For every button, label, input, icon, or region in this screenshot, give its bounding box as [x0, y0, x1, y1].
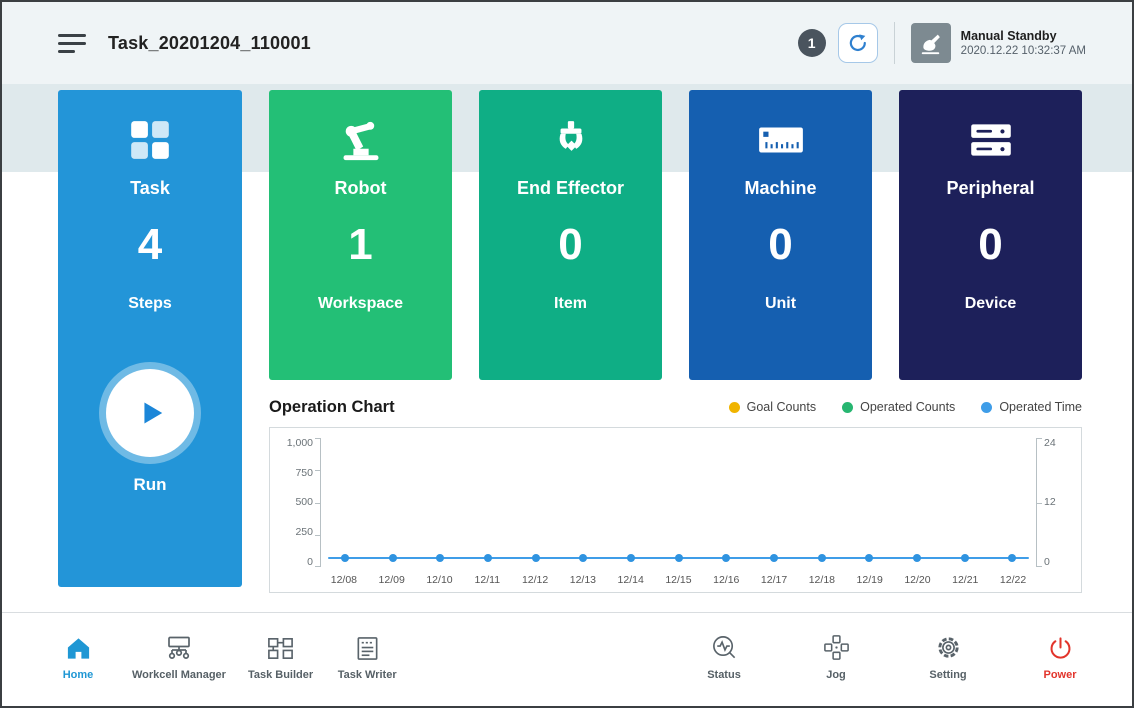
nav-status[interactable]: Status	[692, 632, 756, 681]
menu-button[interactable]	[58, 31, 88, 55]
operation-chart: 1,000 750 500 250 0	[269, 427, 1082, 593]
page-title: Task_20201204_110001	[108, 33, 311, 54]
end-effector-card-title: End Effector	[517, 178, 624, 199]
legend-operated-time-label: Operated Time	[999, 400, 1082, 414]
nav-workcell-manager[interactable]: Workcell Manager	[132, 632, 226, 681]
task-card-title: Task	[130, 178, 170, 199]
home-icon	[65, 632, 92, 662]
nav-task-builder[interactable]: Task Builder	[248, 632, 313, 681]
legend-operated-counts-label: Operated Counts	[860, 400, 955, 414]
robot-card-title: Robot	[335, 178, 387, 199]
power-icon	[1047, 632, 1074, 662]
gripper-icon	[548, 114, 594, 166]
peripheral-server-icon	[966, 114, 1016, 166]
left-axis-labels: 1,000 750 500 250 0	[274, 438, 320, 567]
data-points	[321, 554, 1036, 562]
robot-arm-icon	[337, 114, 385, 166]
task-card[interactable]: Task 4 Steps Run	[58, 90, 242, 587]
chart-legend: Goal Counts Operated Counts Operated Tim…	[729, 400, 1082, 414]
nav-home[interactable]: Home	[46, 632, 110, 681]
run-button[interactable]	[106, 369, 194, 457]
machine-card-title: Machine	[744, 178, 816, 199]
end-effector-card-unit: Item	[554, 295, 587, 313]
jog-icon	[822, 632, 851, 662]
x-axis-labels: 12/0812/09 12/1012/11 12/1212/13 12/1412…	[320, 567, 1037, 586]
app-window: Task_20201204_110001 1 Manual S	[0, 0, 1134, 708]
legend-operated-time: Operated Time	[981, 400, 1082, 414]
peripheral-card[interactable]: Peripheral 0 Device	[899, 90, 1082, 380]
nav-setting[interactable]: Setting	[916, 632, 980, 681]
task-builder-icon	[266, 632, 295, 662]
robot-card[interactable]: Robot 1 Workspace	[269, 90, 452, 380]
callout-1-badge: 1	[798, 29, 826, 57]
machine-card-value: 0	[768, 223, 792, 267]
update-button[interactable]	[838, 23, 878, 63]
legend-operated-counts: Operated Counts	[842, 400, 955, 414]
task-card-unit: Steps	[128, 295, 172, 313]
end-effector-card-value: 0	[558, 223, 582, 267]
manual-hand-icon[interactable]	[911, 23, 951, 63]
task-writer-icon	[354, 632, 381, 662]
content-area: Task 4 Steps Run	[2, 84, 1132, 612]
robot-mode: Manual Standby 2020.12.22 10:32:37 AM	[911, 23, 1086, 63]
peripheral-card-title: Peripheral	[946, 178, 1034, 199]
machine-card[interactable]: Machine 0 Unit	[689, 90, 872, 380]
nav-jog[interactable]: Jog	[804, 632, 868, 681]
refresh-icon	[847, 32, 869, 54]
nav-task-writer[interactable]: Task Writer	[335, 632, 399, 681]
workcell-manager-icon	[164, 632, 194, 662]
robot-card-unit: Workspace	[318, 295, 403, 313]
peripheral-card-unit: Device	[965, 295, 1017, 313]
legend-goal-counts-label: Goal Counts	[747, 400, 816, 414]
bottom-nav: Home Workcell Manager	[2, 612, 1132, 706]
run-label: Run	[133, 475, 166, 495]
nav-power[interactable]: Power	[1028, 632, 1092, 681]
peripheral-card-value: 0	[978, 223, 1002, 267]
legend-goal-counts: Goal Counts	[729, 400, 816, 414]
task-tiles-icon	[127, 114, 173, 166]
operated-counts-dot	[842, 402, 853, 413]
timestamp: 2020.12.22 10:32:37 AM	[961, 45, 1086, 57]
header-divider	[894, 22, 895, 64]
play-icon	[130, 393, 170, 433]
goal-counts-dot	[729, 402, 740, 413]
header: Task_20201204_110001 1 Manual S	[2, 2, 1132, 84]
chart-title: Operation Chart	[269, 398, 395, 417]
status-icon	[710, 632, 739, 662]
chart-plot-area	[320, 438, 1037, 567]
gear-icon	[934, 632, 963, 662]
robot-card-value: 1	[348, 223, 372, 267]
end-effector-card[interactable]: End Effector 0 Item	[479, 90, 662, 380]
robot-mode-label: Manual Standby	[961, 29, 1086, 43]
machine-icon	[756, 114, 806, 166]
task-card-value: 4	[138, 223, 162, 267]
machine-card-unit: Unit	[765, 295, 796, 313]
operated-time-dot	[981, 402, 992, 413]
